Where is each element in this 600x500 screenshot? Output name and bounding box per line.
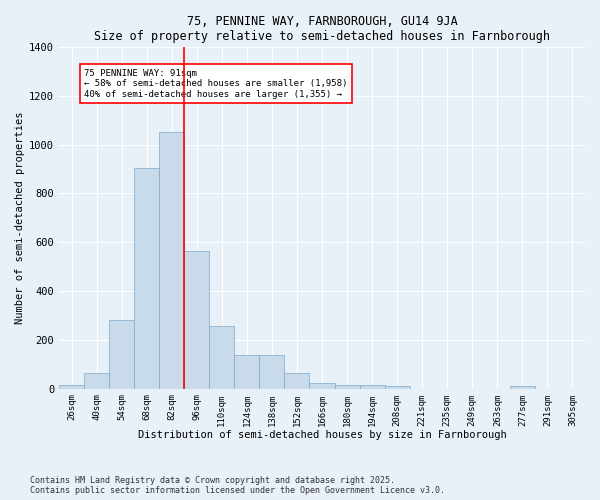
- Text: Contains HM Land Registry data © Crown copyright and database right 2025.
Contai: Contains HM Land Registry data © Crown c…: [30, 476, 445, 495]
- Bar: [59, 385, 84, 388]
- Bar: [510, 386, 535, 388]
- Bar: [335, 385, 359, 388]
- Title: 75, PENNINE WAY, FARNBOROUGH, GU14 9JA
Size of property relative to semi-detache: 75, PENNINE WAY, FARNBOROUGH, GU14 9JA S…: [94, 15, 550, 43]
- Bar: [134, 168, 159, 388]
- Bar: [359, 385, 385, 388]
- Bar: [184, 251, 209, 388]
- Bar: [209, 326, 235, 388]
- Bar: [109, 320, 134, 388]
- Bar: [235, 354, 259, 388]
- X-axis label: Distribution of semi-detached houses by size in Farnborough: Distribution of semi-detached houses by …: [137, 430, 506, 440]
- Bar: [259, 354, 284, 388]
- Bar: [310, 382, 335, 388]
- Y-axis label: Number of semi-detached properties: Number of semi-detached properties: [15, 112, 25, 324]
- Bar: [84, 373, 109, 388]
- Bar: [385, 386, 410, 388]
- Bar: [159, 132, 184, 388]
- Text: 75 PENNINE WAY: 91sqm
← 58% of semi-detached houses are smaller (1,958)
40% of s: 75 PENNINE WAY: 91sqm ← 58% of semi-deta…: [84, 69, 347, 98]
- Bar: [284, 373, 310, 388]
